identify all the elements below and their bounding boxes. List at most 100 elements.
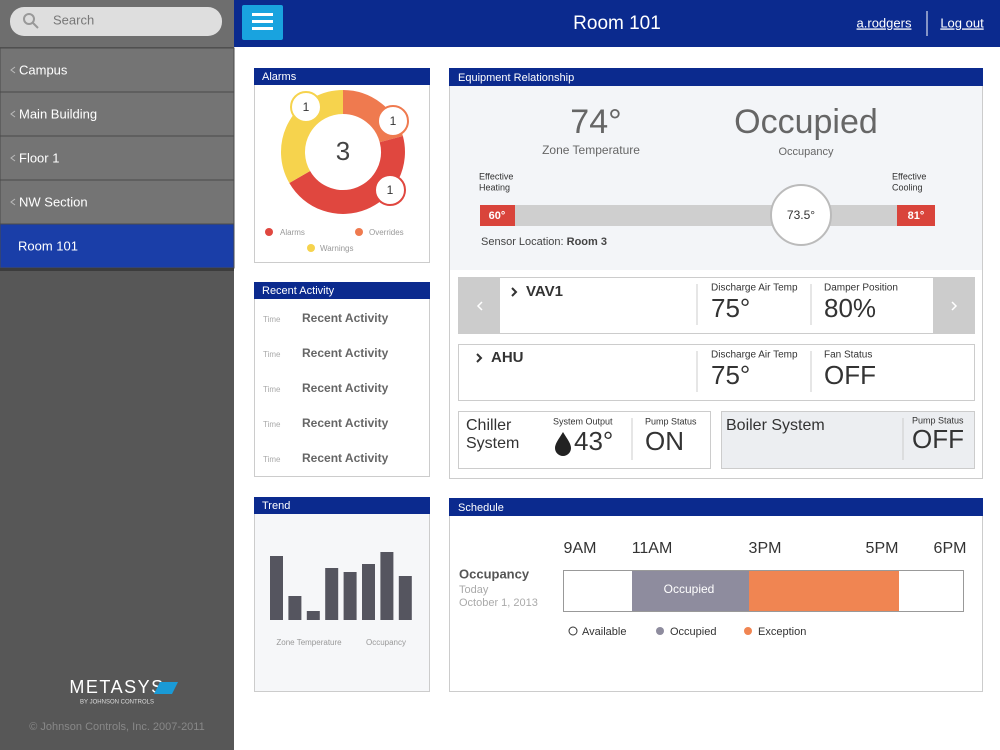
badge-count: 1 bbox=[390, 114, 397, 128]
field-label: Pump Status bbox=[645, 416, 697, 426]
sensor-label: Sensor Location: bbox=[481, 236, 564, 248]
chiller-name: Chiller bbox=[466, 417, 512, 434]
time-label: 3PM bbox=[749, 540, 782, 557]
menu-icon bbox=[252, 20, 273, 23]
search-icon bbox=[32, 22, 39, 29]
nav-label: Floor 1 bbox=[19, 150, 59, 165]
zone-temperature: 74° bbox=[570, 103, 621, 141]
next-button[interactable] bbox=[933, 278, 974, 333]
panel-title: Trend bbox=[262, 500, 290, 512]
trend-bar bbox=[362, 564, 375, 620]
nav-item-active[interactable] bbox=[0, 223, 235, 269]
unit-name[interactable]: AHU bbox=[491, 349, 524, 366]
search-input[interactable] bbox=[10, 7, 222, 36]
field-label: Discharge Air Temp bbox=[711, 350, 798, 361]
search-placeholder: Search bbox=[53, 12, 94, 27]
badge bbox=[377, 105, 409, 137]
search-icon bbox=[23, 13, 35, 25]
nav-shadow bbox=[0, 268, 234, 271]
activity-text: Recent Activity bbox=[302, 381, 389, 395]
ahu-row bbox=[458, 344, 975, 401]
field-value: 75° bbox=[711, 360, 750, 390]
trend-bar bbox=[325, 568, 339, 620]
user-link[interactable]: a.rodgers bbox=[857, 15, 912, 30]
panel-title: Schedule bbox=[458, 502, 504, 514]
legend-dot bbox=[656, 627, 664, 635]
current-knob bbox=[770, 184, 832, 246]
legend-dot bbox=[744, 627, 752, 635]
g bbox=[270, 552, 412, 620]
panel-title-bar bbox=[254, 497, 430, 514]
legend-label: Exception bbox=[758, 626, 806, 638]
nav-label: Campus bbox=[19, 62, 68, 77]
next-icon bbox=[951, 301, 958, 311]
g: 9AM 11AM 3PM 5PM 6PM bbox=[564, 540, 967, 557]
prev-icon bbox=[476, 301, 483, 311]
copyright: © Johnson Controls, Inc. 2007-2011 bbox=[29, 721, 204, 733]
legend-label: Warnings bbox=[320, 244, 354, 253]
boiler-box bbox=[721, 411, 975, 469]
field-value: 80% bbox=[824, 293, 876, 323]
alarm-total: 3 bbox=[336, 136, 350, 166]
field-value: 43° bbox=[574, 426, 613, 456]
drop-icon bbox=[555, 432, 571, 456]
nav-back-icon bbox=[10, 110, 16, 118]
activity-time: Time bbox=[263, 350, 281, 359]
panel-title-bar bbox=[449, 68, 983, 86]
occupancy: Occupied bbox=[734, 103, 878, 141]
nav-back-icon bbox=[10, 66, 16, 74]
nav-back-icon bbox=[10, 154, 16, 162]
nav-item[interactable] bbox=[0, 135, 235, 181]
legend-dot bbox=[355, 228, 363, 236]
time-label: 6PM bbox=[934, 540, 967, 557]
heating-setpoint: 60° bbox=[489, 210, 506, 222]
activity-time: Time bbox=[263, 420, 281, 429]
vav-row bbox=[458, 277, 975, 334]
sensor-location: Sensor Location: Room 3 bbox=[481, 236, 607, 248]
activity-time: Time bbox=[263, 315, 281, 324]
schedule-date: October 1, 2013 bbox=[459, 597, 538, 609]
legend-dot bbox=[265, 228, 273, 236]
logout-link[interactable]: Log out bbox=[940, 15, 984, 30]
g: Time Recent Activity Time Recent Activity Ti… bbox=[263, 311, 389, 465]
panel-title: Equipment Relationship bbox=[458, 72, 574, 84]
page-title: Room 101 bbox=[573, 13, 661, 34]
legend-label: Overrides bbox=[369, 228, 404, 237]
legend-label: Available bbox=[582, 626, 626, 638]
trend-label: Zone Temperature bbox=[276, 638, 342, 647]
expand-icon bbox=[476, 353, 483, 363]
activity-panel bbox=[254, 282, 430, 477]
occupied-segment bbox=[632, 571, 749, 611]
trend-bar bbox=[288, 596, 302, 620]
nav-back-icon bbox=[10, 198, 16, 206]
trend-label: Occupancy bbox=[366, 638, 406, 647]
cooling-setpoint-box bbox=[897, 205, 935, 226]
field-value: ON bbox=[645, 426, 684, 456]
unit-name[interactable]: VAV1 bbox=[526, 283, 563, 300]
g: Campus Main Building Floor 1 NW Section Room… bbox=[0, 47, 235, 271]
badge bbox=[374, 174, 406, 206]
legend-dot bbox=[568, 626, 578, 636]
heating-label: Heating bbox=[479, 182, 510, 192]
field-label: System Output bbox=[553, 416, 613, 426]
panel-title-bar bbox=[449, 498, 983, 516]
menu-icon bbox=[252, 27, 273, 30]
activity-text: Recent Activity bbox=[302, 346, 389, 360]
trend-bar bbox=[270, 556, 283, 620]
field-label: Damper Position bbox=[824, 283, 898, 294]
activity-text: Recent Activity bbox=[302, 416, 389, 430]
nav-item[interactable] bbox=[0, 47, 235, 93]
exception-segment bbox=[749, 571, 899, 611]
badge-count: 1 bbox=[303, 100, 310, 114]
field-label: Pump Status bbox=[912, 415, 964, 425]
activity-text: Recent Activity bbox=[302, 311, 389, 325]
brand: METASYS bbox=[69, 677, 164, 697]
nav-label: Room 101 bbox=[18, 238, 78, 253]
badge-count: 1 bbox=[387, 183, 394, 197]
legend-label: Occupied bbox=[670, 626, 716, 638]
schedule-row-label: Occupancy bbox=[459, 566, 530, 581]
activity-time: Time bbox=[263, 385, 281, 394]
